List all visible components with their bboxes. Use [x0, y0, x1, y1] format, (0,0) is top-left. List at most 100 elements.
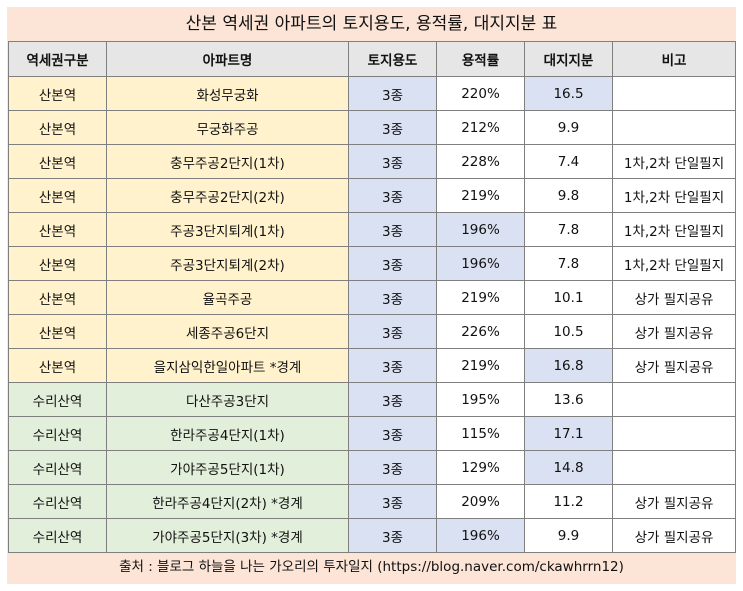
cell-land-use: 3종	[348, 76, 437, 111]
cell-station: 수리산역	[8, 518, 107, 553]
cell-station: 산본역	[8, 178, 107, 213]
cell-station: 산본역	[8, 76, 107, 111]
cell-land-share: 7.4	[524, 144, 613, 179]
cell-land-share: 16.5	[524, 76, 613, 111]
cell-land-share: 16.8	[524, 348, 613, 383]
table-title: 산본 역세권 아파트의 토지용도, 용적률, 대지지분 표	[185, 14, 558, 34]
cell-station: 산본역	[8, 280, 107, 315]
cell-note: 1차,2차 단일필지	[612, 246, 736, 281]
cell-note	[612, 382, 736, 417]
cell-land-share: 17.1	[524, 416, 613, 451]
cell-land-share: 14.8	[524, 450, 613, 485]
cell-note	[612, 450, 736, 485]
cell-floor-area-ratio: 115%	[436, 416, 525, 451]
cell-note	[612, 76, 736, 111]
cell-station: 산본역	[8, 246, 107, 281]
header-land-share: 대지지분	[524, 41, 613, 77]
cell-floor-area-ratio: 129%	[436, 450, 525, 485]
cell-floor-area-ratio: 195%	[436, 382, 525, 417]
cell-land-use: 3종	[348, 314, 437, 349]
cell-land-use: 3종	[348, 382, 437, 417]
table-row: 산본역 주공3단지퇴계(1차) 3종 196% 7.8 1차,2차 단일필지	[8, 212, 736, 247]
table-row: 수리산역 한라주공4단지(2차) *경계 3종 209% 11.2 상가 필지공유	[8, 484, 736, 519]
cell-note: 상가 필지공유	[612, 280, 736, 315]
cell-floor-area-ratio: 219%	[436, 348, 525, 383]
cell-floor-area-ratio: 228%	[436, 144, 525, 179]
table-row: 산본역 화성무궁화 3종 220% 16.5	[8, 76, 736, 111]
cell-apartment-name: 가야주공5단지(1차)	[106, 450, 349, 485]
table-row: 수리산역 다산주공3단지 3종 195% 13.6	[8, 382, 736, 417]
cell-land-use: 3종	[348, 484, 437, 519]
cell-land-share: 9.9	[524, 518, 613, 553]
header-row: 역세권구분 아파트명 토지용도 용적률 대지지분 비고	[8, 41, 736, 77]
cell-land-share: 7.8	[524, 212, 613, 247]
cell-note: 1차,2차 단일필지	[612, 212, 736, 247]
cell-land-share: 7.8	[524, 246, 613, 281]
cell-land-share: 9.9	[524, 110, 613, 145]
cell-floor-area-ratio: 219%	[436, 178, 525, 213]
cell-floor-area-ratio: 196%	[436, 518, 525, 553]
table-row: 산본역 세종주공6단지 3종 226% 10.5 상가 필지공유	[8, 314, 736, 349]
cell-apartment-name: 한라주공4단지(2차) *경계	[106, 484, 349, 519]
cell-apartment-name: 주공3단지퇴계(2차)	[106, 246, 349, 281]
table-row: 수리산역 가야주공5단지(3차) *경계 3종 196% 9.9 상가 필지공유	[8, 518, 736, 553]
cell-note: 1차,2차 단일필지	[612, 178, 736, 213]
cell-floor-area-ratio: 212%	[436, 110, 525, 145]
cell-station: 수리산역	[8, 382, 107, 417]
cell-apartment-name: 한라주공4단지(1차)	[106, 416, 349, 451]
cell-apartment-name: 충무주공2단지(1차)	[106, 144, 349, 179]
cell-note: 1차,2차 단일필지	[612, 144, 736, 179]
cell-station: 산본역	[8, 314, 107, 349]
cell-station: 산본역	[8, 110, 107, 145]
table-row: 수리산역 한라주공4단지(1차) 3종 115% 17.1	[8, 416, 736, 451]
cell-land-use: 3종	[348, 212, 437, 247]
cell-note: 상가 필지공유	[612, 518, 736, 553]
cell-apartment-name: 가야주공5단지(3차) *경계	[106, 518, 349, 553]
cell-station: 수리산역	[8, 450, 107, 485]
table-row: 수리산역 가야주공5단지(1차) 3종 129% 14.8	[8, 450, 736, 485]
cell-apartment-name: 세종주공6단지	[106, 314, 349, 349]
cell-land-use: 3종	[348, 178, 437, 213]
cell-floor-area-ratio: 226%	[436, 314, 525, 349]
apartment-table: 역세권구분 아파트명 토지용도 용적률 대지지분 비고 산본역 화성무궁화 3종 22…	[8, 41, 736, 553]
cell-note	[612, 110, 736, 145]
cell-floor-area-ratio: 220%	[436, 76, 525, 111]
cell-land-use: 3종	[348, 348, 437, 383]
cell-land-share: 10.5	[524, 314, 613, 349]
cell-apartment-name: 무궁화주공	[106, 110, 349, 145]
cell-note: 상가 필지공유	[612, 484, 736, 519]
table-row: 산본역 율곡주공 3종 219% 10.1 상가 필지공유	[8, 280, 736, 315]
cell-land-share: 11.2	[524, 484, 613, 519]
header-floor-area-ratio: 용적률	[436, 41, 525, 77]
cell-apartment-name: 화성무궁화	[106, 76, 349, 111]
cell-apartment-name: 을지삼익한일아파트 *경계	[106, 348, 349, 383]
cell-land-use: 3종	[348, 110, 437, 145]
cell-land-use: 3종	[348, 144, 437, 179]
cell-floor-area-ratio: 219%	[436, 280, 525, 315]
cell-land-use: 3종	[348, 246, 437, 281]
table-row: 산본역 충무주공2단지(1차) 3종 228% 7.4 1차,2차 단일필지	[8, 144, 736, 179]
cell-land-use: 3종	[348, 450, 437, 485]
cell-note	[612, 416, 736, 451]
cell-station: 산본역	[8, 348, 107, 383]
cell-floor-area-ratio: 196%	[436, 212, 525, 247]
cell-land-use: 3종	[348, 518, 437, 553]
cell-floor-area-ratio: 196%	[436, 246, 525, 281]
table-row: 산본역 충무주공2단지(2차) 3종 219% 9.8 1차,2차 단일필지	[8, 178, 736, 213]
cell-land-use: 3종	[348, 416, 437, 451]
table-row: 산본역 을지삼익한일아파트 *경계 3종 219% 16.8 상가 필지공유	[8, 348, 736, 383]
table-row: 산본역 주공3단지퇴계(2차) 3종 196% 7.8 1차,2차 단일필지	[8, 246, 736, 281]
cell-station: 수리산역	[8, 416, 107, 451]
header-land-use: 토지용도	[348, 41, 437, 77]
table-body: 산본역 화성무궁화 3종 220% 16.5 산본역 무궁화주공 3종 212% 9.9 산본역 충무…	[8, 76, 736, 553]
header-station: 역세권구분	[8, 41, 107, 77]
header-name: 아파트명	[106, 41, 349, 77]
source-note: 출처 : 블로그 하늘을 나는 가오리의 투자일지 (https://blog.…	[119, 559, 624, 575]
cell-apartment-name: 율곡주공	[106, 280, 349, 315]
cell-land-share: 9.8	[524, 178, 613, 213]
cell-land-share: 13.6	[524, 382, 613, 417]
cell-note: 상가 필지공유	[612, 348, 736, 383]
cell-land-use: 3종	[348, 280, 437, 315]
table-row: 산본역 무궁화주공 3종 212% 9.9	[8, 110, 736, 145]
table-frame: 산본 역세권 아파트의 토지용도, 용적률, 대지지분 표 역세권구분 아파트명…	[7, 7, 736, 584]
